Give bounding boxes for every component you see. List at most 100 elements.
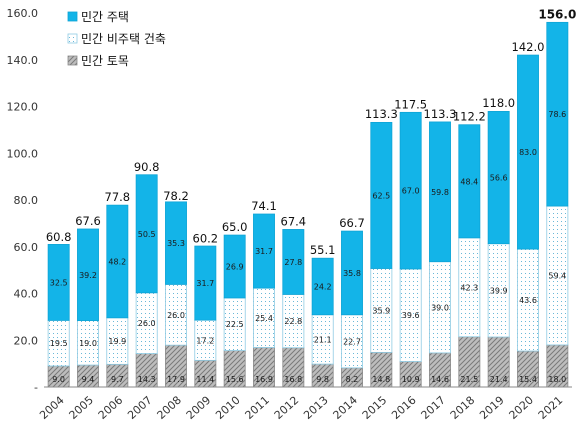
segment-value-label: 59.8 xyxy=(431,188,449,197)
bar-total-label: 60.2 xyxy=(193,231,219,245)
bar-total-label: 55.1 xyxy=(310,243,336,257)
segment-value-label: 16.9 xyxy=(255,375,273,384)
x-tick-label: 2015 xyxy=(360,394,390,422)
legend-label: 민간 토목 xyxy=(81,54,129,68)
segment-value-label: 18.0 xyxy=(548,375,566,384)
y-tick-label: - xyxy=(34,381,38,394)
x-tick-label: 2014 xyxy=(331,394,361,422)
segment-value-label: 19.0 xyxy=(79,339,97,348)
segment-value-label: 78.6 xyxy=(548,110,566,119)
bar-total-label: 78.2 xyxy=(163,189,189,203)
bar-segment xyxy=(487,111,510,245)
bar-total-label: 74.1 xyxy=(251,199,277,213)
segment-value-label: 39.0 xyxy=(431,303,449,312)
segment-value-label: 26.9 xyxy=(226,263,244,272)
bar-segment xyxy=(106,204,129,319)
segment-value-label: 14.3 xyxy=(138,375,156,384)
x-tick-label: 2019 xyxy=(477,394,507,422)
bar-segment xyxy=(311,257,334,316)
bar-total-label: 112.2 xyxy=(453,110,486,124)
legend-label: 민간 비주택 건축 xyxy=(81,32,166,46)
y-axis: - 20.0 40.0 60.0 80.0 100.0 120.0 140.0 160.0 xyxy=(7,7,572,394)
x-tick-label: 2013 xyxy=(301,394,331,422)
segment-value-label: 67.0 xyxy=(402,187,420,196)
segment-value-label: 17.9 xyxy=(167,375,185,384)
bars: 9.0 19.5 32.5 60.8 9.4 19.0 39.2 67.6 9.7 19.9 48.… xyxy=(46,7,576,388)
segment-value-label: 39.6 xyxy=(402,311,420,320)
segment-value-label: 59.4 xyxy=(548,272,566,281)
segment-value-label: 21.5 xyxy=(460,375,478,384)
segment-value-label: 10.9 xyxy=(402,375,420,384)
x-tick-label: 2020 xyxy=(507,394,537,422)
segment-value-label: 32.5 xyxy=(50,278,68,287)
x-tick-label: 2010 xyxy=(213,394,243,422)
segment-value-label: 19.5 xyxy=(50,339,68,348)
x-tick-label: 2012 xyxy=(272,394,302,422)
bar-total-label: 118.0 xyxy=(482,96,515,110)
segment-value-label: 21.4 xyxy=(490,375,508,384)
bar-segment xyxy=(165,201,187,285)
segment-value-label: 9.4 xyxy=(82,375,95,384)
x-tick-label: 2016 xyxy=(389,394,419,422)
bar-segment xyxy=(223,234,246,299)
segment-value-label: 15.6 xyxy=(226,375,244,384)
bar-total-label: 117.5 xyxy=(394,97,427,111)
segment-value-label: 21.1 xyxy=(314,335,332,344)
segment-value-label: 42.3 xyxy=(460,283,478,292)
bar-total-label: 66.7 xyxy=(339,216,365,230)
bar-segment xyxy=(429,121,451,263)
segment-value-label: 15.4 xyxy=(519,375,537,384)
segment-value-label: 11.4 xyxy=(196,375,214,384)
segment-value-label: 25.4 xyxy=(255,314,273,323)
segment-value-label: 31.7 xyxy=(255,247,273,256)
bar-segment xyxy=(517,54,539,250)
x-tick-label: 2008 xyxy=(155,394,185,422)
segment-value-label: 62.5 xyxy=(372,191,390,200)
segment-value-label: 9.0 xyxy=(52,375,65,384)
legend-label: 민간 주택 xyxy=(81,10,129,24)
x-tick-label: 2011 xyxy=(243,394,273,422)
x-tick-label: 2017 xyxy=(419,394,449,422)
y-tick-label: 160.0 xyxy=(7,7,39,20)
legend-swatch xyxy=(67,33,78,44)
bar-segment xyxy=(194,245,217,321)
x-tick-label: 2004 xyxy=(37,394,67,422)
segment-value-label: 48.2 xyxy=(108,257,126,266)
segment-value-label: 9.8 xyxy=(316,375,329,384)
y-tick-label: 100.0 xyxy=(7,147,39,160)
bar-segment xyxy=(370,121,393,269)
segment-value-label: 39.2 xyxy=(79,271,97,280)
bar-total-label: 90.8 xyxy=(134,160,160,174)
bar-total-label: 67.6 xyxy=(75,214,101,228)
bar-segment xyxy=(341,230,363,316)
segment-value-label: 48.4 xyxy=(460,177,478,186)
segment-value-label: 22.7 xyxy=(343,337,361,346)
bar-segment xyxy=(282,229,305,295)
bar-total-label: 142.0 xyxy=(512,40,545,54)
segment-value-label: 19.9 xyxy=(108,337,126,346)
segment-value-label: 39.9 xyxy=(490,286,508,295)
segment-value-label: 17.2 xyxy=(196,336,214,345)
segment-value-label: 9.7 xyxy=(111,375,124,384)
y-tick-label: 60.0 xyxy=(14,241,39,254)
segment-value-label: 22.8 xyxy=(284,317,302,326)
y-tick-label: 20.0 xyxy=(14,334,39,347)
segment-value-label: 8.2 xyxy=(346,375,359,384)
segment-value-label: 35.3 xyxy=(167,239,185,248)
segment-value-label: 35.9 xyxy=(372,306,390,315)
segment-value-label: 56.6 xyxy=(490,174,508,183)
y-tick-label: 80.0 xyxy=(14,194,39,207)
segment-value-label: 43.6 xyxy=(519,296,537,305)
segment-value-label: 26.0 xyxy=(167,311,185,320)
segment-value-label: 26.0 xyxy=(138,319,156,328)
bar-segment xyxy=(47,244,70,321)
x-tick-label: 2009 xyxy=(184,394,214,422)
x-tick-label: 2018 xyxy=(448,394,478,422)
x-tick-label: 2007 xyxy=(125,394,155,422)
y-tick-label: 120.0 xyxy=(7,101,39,114)
x-tick-label: 2021 xyxy=(536,394,566,422)
bar-segment xyxy=(253,213,275,289)
bar-total-label: 60.8 xyxy=(46,230,72,244)
x-tick-label: 2005 xyxy=(67,394,97,422)
